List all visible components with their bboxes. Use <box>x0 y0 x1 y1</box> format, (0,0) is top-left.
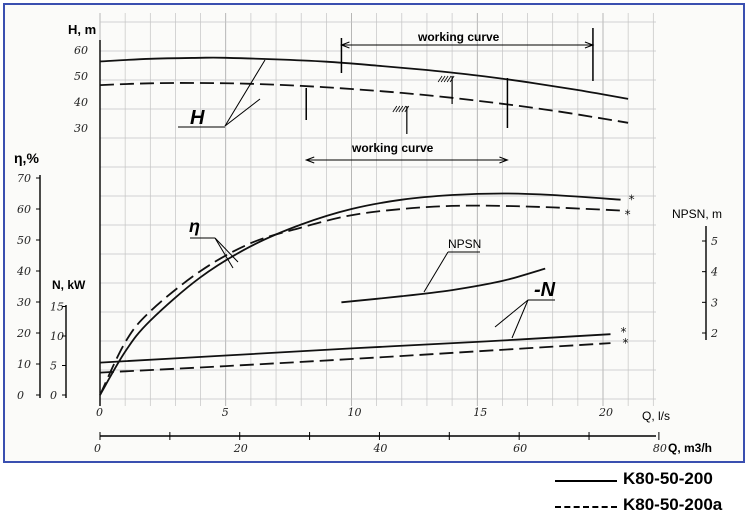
npsn-leader <box>423 251 449 293</box>
rated-point-solid-stroke <box>446 75 452 83</box>
h-curve-label: H <box>190 107 205 129</box>
npsn-tick-label: 2 <box>710 327 718 340</box>
working-curve-label-lower: working curve <box>351 141 434 155</box>
series-eta-k80-50-200 <box>99 192 621 396</box>
rated-point-solid-stroke <box>437 75 443 83</box>
rated-point-solid-stroke <box>449 75 455 83</box>
x-ls-tick-label: 20 <box>598 406 613 419</box>
x-ls-tick-label: 0 <box>96 406 103 419</box>
curve-end-marker: * <box>629 193 635 207</box>
series-n-k80-50-200 <box>99 333 611 364</box>
legend-item-solid: K80-50-200 <box>555 468 745 492</box>
n-tick-label: 10 <box>50 330 64 343</box>
rated-point-solid-stroke <box>440 75 446 83</box>
h-leader-solid <box>224 59 266 127</box>
rated-point-dashed-stroke <box>401 105 407 113</box>
series-n-k80-50-200a <box>99 342 611 374</box>
h-axis-label: H, m <box>68 22 96 37</box>
working-range-dashed-arrow-left <box>304 156 315 164</box>
n-curve-label: -N <box>534 279 556 301</box>
x-m3h-tick-label: 40 <box>372 442 387 455</box>
curve-end-marker: * <box>623 336 629 350</box>
x-m3h-tick-label: 0 <box>94 442 101 455</box>
npsn-tick-label: 3 <box>711 296 718 309</box>
eta-tick-label: 70 <box>17 172 31 185</box>
eta-tick-label: 30 <box>17 296 31 309</box>
rated-point-solid-stroke <box>443 75 449 83</box>
eta-tick-label: 20 <box>16 327 31 340</box>
h-tick-label: 60 <box>74 44 88 57</box>
series-h-k80-50-200 <box>99 56 629 100</box>
n-tick-label: 5 <box>50 360 57 373</box>
legend-solid-line <box>555 480 617 482</box>
curve-end-marker: * <box>621 325 627 339</box>
series-group <box>99 56 629 396</box>
n-axis-label: N, kW <box>52 278 86 292</box>
legend-item-dashed: K80-50-200a <box>555 494 745 518</box>
x-axis-label-m3h: Q, m3/h <box>668 441 712 455</box>
rated-point-dashed-stroke <box>404 105 410 113</box>
x-axis-label-ls: Q, l/s <box>642 409 670 423</box>
n-leader-solid <box>494 299 529 328</box>
x-m3h-tick-label: 80 <box>653 442 667 455</box>
legend-dashed-line <box>555 506 617 508</box>
working-curve-label-upper: working curve <box>417 30 500 44</box>
n-tick-label: 0 <box>50 389 57 402</box>
legend-label-dashed: K80-50-200a <box>623 495 723 514</box>
curve-end-marker: * <box>625 208 631 222</box>
eta-tick-label: 10 <box>17 358 31 371</box>
working-range-dashed-arrow-right <box>499 156 509 164</box>
eta-leader-dashed <box>214 237 239 263</box>
x-ls-tick-label: 5 <box>222 406 229 419</box>
n-leader-dashed <box>511 299 529 339</box>
eta-tick-label: 0 <box>17 389 24 402</box>
npsn-axis-label: NPSN, m <box>672 207 722 221</box>
eta-curve-label: η <box>189 216 200 236</box>
eta-tick-label: 40 <box>16 265 31 278</box>
npsn-tick-label: 5 <box>711 235 718 248</box>
x-ls-tick-label: 10 <box>348 406 362 419</box>
npsn-tick-label: 4 <box>710 266 718 279</box>
h-tick-label: 40 <box>73 96 88 109</box>
series-npsn-k80-50-200 <box>341 267 546 304</box>
h-leader-dashed <box>224 98 261 127</box>
rated-point-dashed-stroke <box>395 105 401 113</box>
x-ls-tick-label: 15 <box>473 406 487 419</box>
eta-leader-solid <box>214 237 234 269</box>
series-h-k80-50-200a <box>99 82 629 124</box>
eta-tick-label: 50 <box>17 234 31 247</box>
x-m3h-tick-label: 60 <box>513 442 527 455</box>
x-m3h-tick-label: 20 <box>233 442 248 455</box>
rated-point-dashed-stroke <box>392 105 398 113</box>
h-tick-label: 30 <box>74 122 88 135</box>
h-tick-label: 50 <box>74 70 88 83</box>
eta-axis-label: η,% <box>14 150 39 166</box>
rated-point-dashed-stroke <box>398 105 404 113</box>
annotations: **** <box>178 28 635 350</box>
n-tick-label: 15 <box>50 301 64 314</box>
series-eta-k80-50-200a <box>99 204 621 396</box>
eta-tick-label: 60 <box>17 203 31 216</box>
legend-label-solid: K80-50-200 <box>623 469 713 488</box>
npsn-curve-label: NPSN <box>448 237 481 251</box>
